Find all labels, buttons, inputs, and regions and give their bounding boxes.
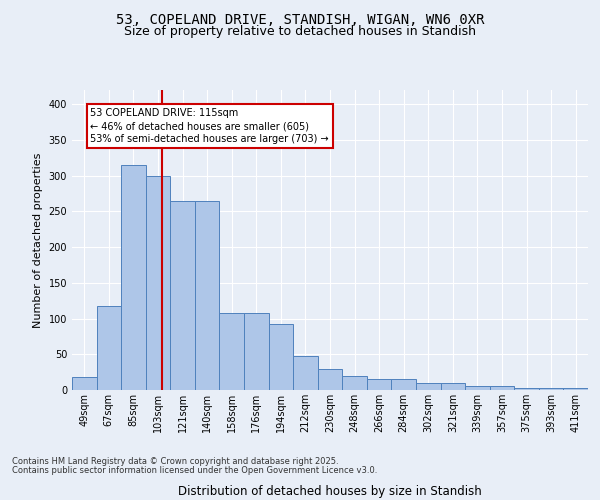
Text: 53, COPELAND DRIVE, STANDISH, WIGAN, WN6 0XR: 53, COPELAND DRIVE, STANDISH, WIGAN, WN6… — [116, 12, 484, 26]
Bar — [563, 388, 588, 390]
Y-axis label: Number of detached properties: Number of detached properties — [33, 152, 43, 328]
Bar — [170, 200, 195, 390]
Bar — [146, 176, 170, 390]
Bar — [440, 383, 465, 390]
Bar — [121, 165, 146, 390]
Text: Contains public sector information licensed under the Open Government Licence v3: Contains public sector information licen… — [12, 466, 377, 475]
Bar — [195, 200, 220, 390]
Text: Contains HM Land Registry data © Crown copyright and database right 2025.: Contains HM Land Registry data © Crown c… — [12, 458, 338, 466]
Bar — [514, 388, 539, 390]
Bar — [269, 324, 293, 390]
Bar — [367, 380, 391, 390]
Bar — [539, 388, 563, 390]
Text: Distribution of detached houses by size in Standish: Distribution of detached houses by size … — [178, 484, 482, 498]
Text: Size of property relative to detached houses in Standish: Size of property relative to detached ho… — [124, 25, 476, 38]
Text: 53 COPELAND DRIVE: 115sqm
← 46% of detached houses are smaller (605)
53% of semi: 53 COPELAND DRIVE: 115sqm ← 46% of detac… — [91, 108, 329, 144]
Bar — [318, 368, 342, 390]
Bar — [293, 356, 318, 390]
Bar — [244, 313, 269, 390]
Bar — [465, 386, 490, 390]
Bar — [490, 386, 514, 390]
Bar — [342, 376, 367, 390]
Bar — [220, 313, 244, 390]
Bar — [391, 380, 416, 390]
Bar — [416, 383, 440, 390]
Bar — [72, 377, 97, 390]
Bar — [97, 306, 121, 390]
